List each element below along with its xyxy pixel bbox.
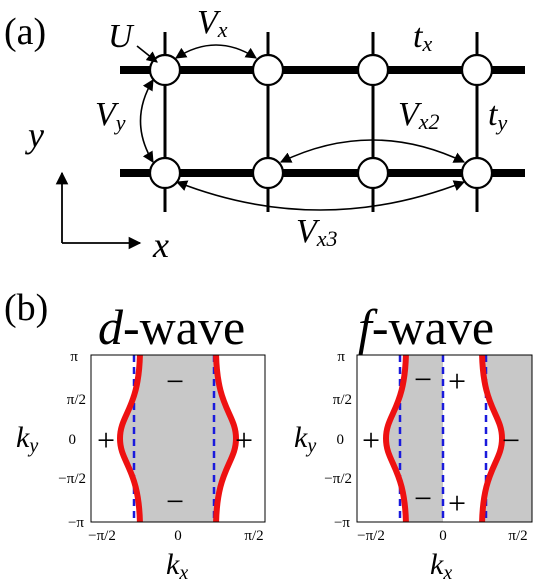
d-wave-title: d-wave: [98, 299, 245, 355]
d-wave-frame-border: [90, 354, 266, 523]
d-fermi-surface-right: [213, 355, 240, 522]
d-xtick-neg: −π/2: [88, 528, 116, 544]
d-xtick-zero: 0: [174, 528, 182, 544]
f-fermi-surface-right: [479, 355, 506, 522]
f-ytick-pi: π: [337, 349, 345, 365]
d-xlabel: kx: [166, 548, 188, 584]
d-sign-left: +: [97, 422, 115, 458]
d-wave-panel: d-wave + − − + π π/2 0 −π/2 −π −π/2 0 π/…: [16, 299, 266, 584]
f-ytick-neg-pi-half: −π/2: [324, 471, 352, 487]
f-ylabel: ky: [294, 421, 316, 457]
lattice-site: [356, 53, 390, 87]
lattice: [120, 32, 525, 212]
vx2-arrow: [279, 139, 466, 163]
ty-label: ty: [488, 96, 507, 135]
d-xtick-pos: π/2: [244, 528, 263, 544]
f-x-ticks: −π/2 0 π/2: [357, 528, 527, 544]
d-x-ticks: −π/2 0 π/2: [88, 528, 263, 544]
lattice-site: [251, 156, 285, 190]
f-y-ticks: π π/2 0 −π/2 −π: [324, 349, 352, 531]
d-y-ticks: π π/2 0 −π/2 −π: [58, 349, 86, 531]
d-sign-top: −: [166, 363, 184, 399]
y-axis-label: y: [25, 115, 44, 155]
f-sign-right: −: [502, 422, 520, 458]
d-ytick-pi-half: π/2: [67, 392, 86, 408]
f-fermi-surface-left: [382, 355, 409, 522]
f-xtick-pos: π/2: [508, 528, 527, 544]
f-ytick-pi-half: π/2: [333, 392, 352, 408]
f-wave-panel: f-wave + − + − + − π π/2 0 −π/2 −π −π/2 …: [294, 299, 533, 584]
d-ylabel: ky: [16, 421, 38, 457]
vx-arrow: [175, 44, 257, 59]
f-ytick-zero: 0: [337, 432, 345, 448]
d-fermi-surface-left: [116, 355, 143, 522]
lattice-site: [148, 156, 182, 190]
d-sign-right: +: [235, 422, 253, 458]
u-pointer: [136, 45, 158, 63]
lattice-site: [460, 53, 494, 87]
f-sign-left: +: [362, 422, 380, 458]
f-sign-bottom-left: −: [414, 480, 432, 516]
f-xlabel: kx: [430, 548, 452, 584]
lattice-site: [356, 156, 390, 190]
lattice-site: [251, 53, 285, 87]
f-shaded-region-right: [482, 355, 532, 522]
panel-b-label: (b): [4, 287, 48, 329]
vx-label: Vx: [197, 4, 228, 42]
vy-label: Vy: [95, 96, 126, 135]
f-wave-title: f-wave: [358, 299, 494, 355]
d-ytick-neg-pi: −π: [68, 515, 84, 531]
d-ytick-neg-pi-half: −π/2: [58, 471, 86, 487]
f-ytick-neg-pi: −π: [334, 515, 350, 531]
f-sign-top-left: −: [414, 361, 432, 397]
u-label: U: [108, 18, 135, 55]
tx-label: tx: [413, 18, 432, 56]
f-xtick-neg: −π/2: [357, 528, 385, 544]
vx3-arrow: [175, 180, 466, 211]
f-sign-top-right: +: [448, 363, 466, 399]
f-sign-bottom-right: +: [448, 485, 466, 521]
interaction-labels: U Vx Vy tx Vx2 ty Vx3: [95, 4, 507, 251]
d-ytick-pi: π: [70, 349, 78, 365]
d-shaded-region: [120, 355, 236, 522]
f-wave-frame-border: [356, 354, 533, 523]
d-ytick-zero: 0: [69, 432, 77, 448]
coordinate-axes: y x: [25, 115, 169, 265]
panel-a-label: (a): [4, 11, 46, 53]
interaction-arrows: [136, 44, 466, 211]
vy-arrow: [139, 79, 154, 163]
x-axis-label: x: [152, 225, 169, 265]
lattice-site: [460, 156, 494, 190]
vx2-label: Vx2: [398, 96, 440, 134]
d-sign-bottom: −: [166, 483, 184, 519]
f-xtick-zero: 0: [439, 528, 447, 544]
vx3-label: Vx3: [296, 213, 338, 251]
